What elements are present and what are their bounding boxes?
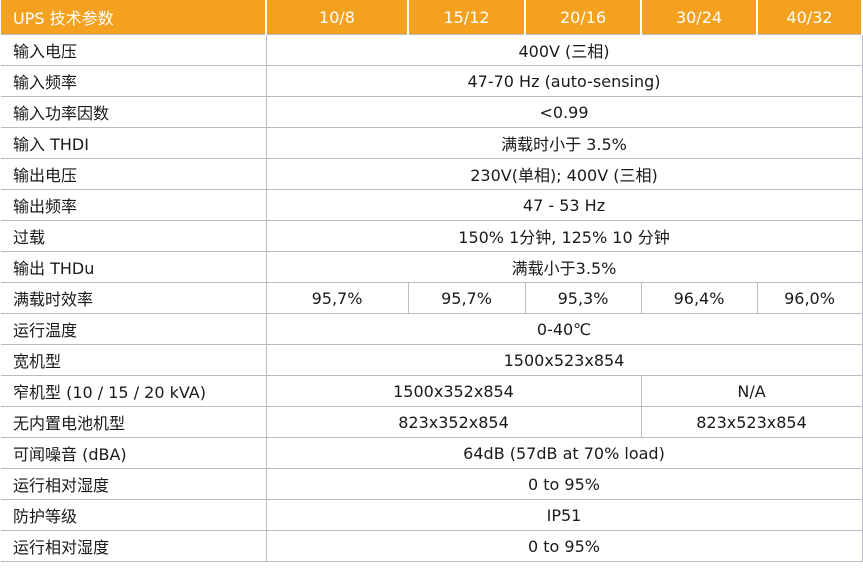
efficiency-cell: 96,0% [756, 282, 863, 314]
efficiency-cell: 95,7% [265, 282, 409, 314]
value-cell-small-models: 823x352x854 [265, 406, 642, 438]
table-row: 过载 150% 1分钟, 125% 10 分钟 [1, 220, 863, 252]
value-cell: IP51 [265, 499, 863, 531]
efficiency-cell: 96,4% [640, 282, 758, 314]
efficiency-cell: 95,7% [407, 282, 526, 314]
row-label: 无内置电池机型 [1, 406, 267, 438]
row-label: 运行温度 [1, 313, 267, 345]
table-row: 运行相对湿度 0 to 95% [1, 468, 863, 500]
value-cell: 0-40℃ [265, 313, 863, 345]
row-label: 输入频率 [1, 65, 267, 97]
row-label: 输出频率 [1, 189, 267, 221]
table-row: 满载时效率 95,7% 95,7% 95,3% 96,4% 96,0% [1, 282, 863, 314]
model-header: 30/24 [640, 0, 758, 35]
table-row: 宽机型 1500x523x854 [1, 344, 863, 376]
header-row: UPS 技术参数 10/8 15/12 20/16 30/24 40/32 [1, 0, 863, 35]
table-row: 输入频率 47-70 Hz (auto-sensing) [1, 65, 863, 97]
value-cell: 230V(单相); 400V (三相) [265, 158, 863, 190]
table-row: 输入电压 400V (三相) [1, 34, 863, 66]
ups-spec-table: UPS 技术参数 10/8 15/12 20/16 30/24 40/32 输入… [1, 0, 863, 562]
value-cell: 400V (三相) [265, 34, 863, 66]
table-row: 输入功率因数 <0.99 [1, 96, 863, 128]
value-cell: 满载小于3.5% [265, 251, 863, 283]
value-cell: 1500x523x854 [265, 344, 863, 376]
table-row: 输出电压 230V(单相); 400V (三相) [1, 158, 863, 190]
row-label: 过载 [1, 220, 267, 252]
row-label: 输入电压 [1, 34, 267, 66]
table-row: 输出频率 47 - 53 Hz [1, 189, 863, 221]
efficiency-cell: 95,3% [524, 282, 642, 314]
table-row: 输入 THDI 满载时小于 3.5% [1, 127, 863, 159]
value-cell-large-models: 823x523x854 [640, 406, 863, 438]
value-cell: 满载时小于 3.5% [265, 127, 863, 159]
row-label: 运行相对湿度 [1, 468, 267, 500]
value-cell-small-models: 1500x352x854 [265, 375, 642, 407]
value-cell: 0 to 95% [265, 468, 863, 500]
row-label: 宽机型 [1, 344, 267, 376]
model-header: 10/8 [265, 0, 409, 35]
row-label: 输入 THDI [1, 127, 267, 159]
table-row: 运行温度 0-40℃ [1, 313, 863, 345]
row-label: 输入功率因数 [1, 96, 267, 128]
row-label: 输出电压 [1, 158, 267, 190]
table-row: 防护等级 IP51 [1, 499, 863, 531]
value-cell: 64dB (57dB at 70% load) [265, 437, 863, 469]
model-header: 40/32 [756, 0, 863, 35]
header-title: UPS 技术参数 [1, 0, 267, 35]
table-row: 可闻噪音 (dBA) 64dB (57dB at 70% load) [1, 437, 863, 469]
table-row: 无内置电池机型 823x352x854 823x523x854 [1, 406, 863, 438]
row-label: 满载时效率 [1, 282, 267, 314]
row-label: 窄机型 (10 / 15 / 20 kVA) [1, 375, 267, 407]
value-cell: 0 to 95% [265, 530, 863, 562]
row-label: 可闻噪音 (dBA) [1, 437, 267, 469]
table-row: 窄机型 (10 / 15 / 20 kVA) 1500x352x854 N/A [1, 375, 863, 407]
row-label: 输出 THDu [1, 251, 267, 283]
model-header: 20/16 [524, 0, 642, 35]
table-row: 运行相对湿度 0 to 95% [1, 530, 863, 562]
row-label: 运行相对湿度 [1, 530, 267, 562]
row-label: 防护等级 [1, 499, 267, 531]
value-cell: 47 - 53 Hz [265, 189, 863, 221]
model-header: 15/12 [407, 0, 526, 35]
value-cell: 150% 1分钟, 125% 10 分钟 [265, 220, 863, 252]
value-cell: <0.99 [265, 96, 863, 128]
value-cell-large-models: N/A [640, 375, 863, 407]
table-row: 输出 THDu 满载小于3.5% [1, 251, 863, 283]
value-cell: 47-70 Hz (auto-sensing) [265, 65, 863, 97]
